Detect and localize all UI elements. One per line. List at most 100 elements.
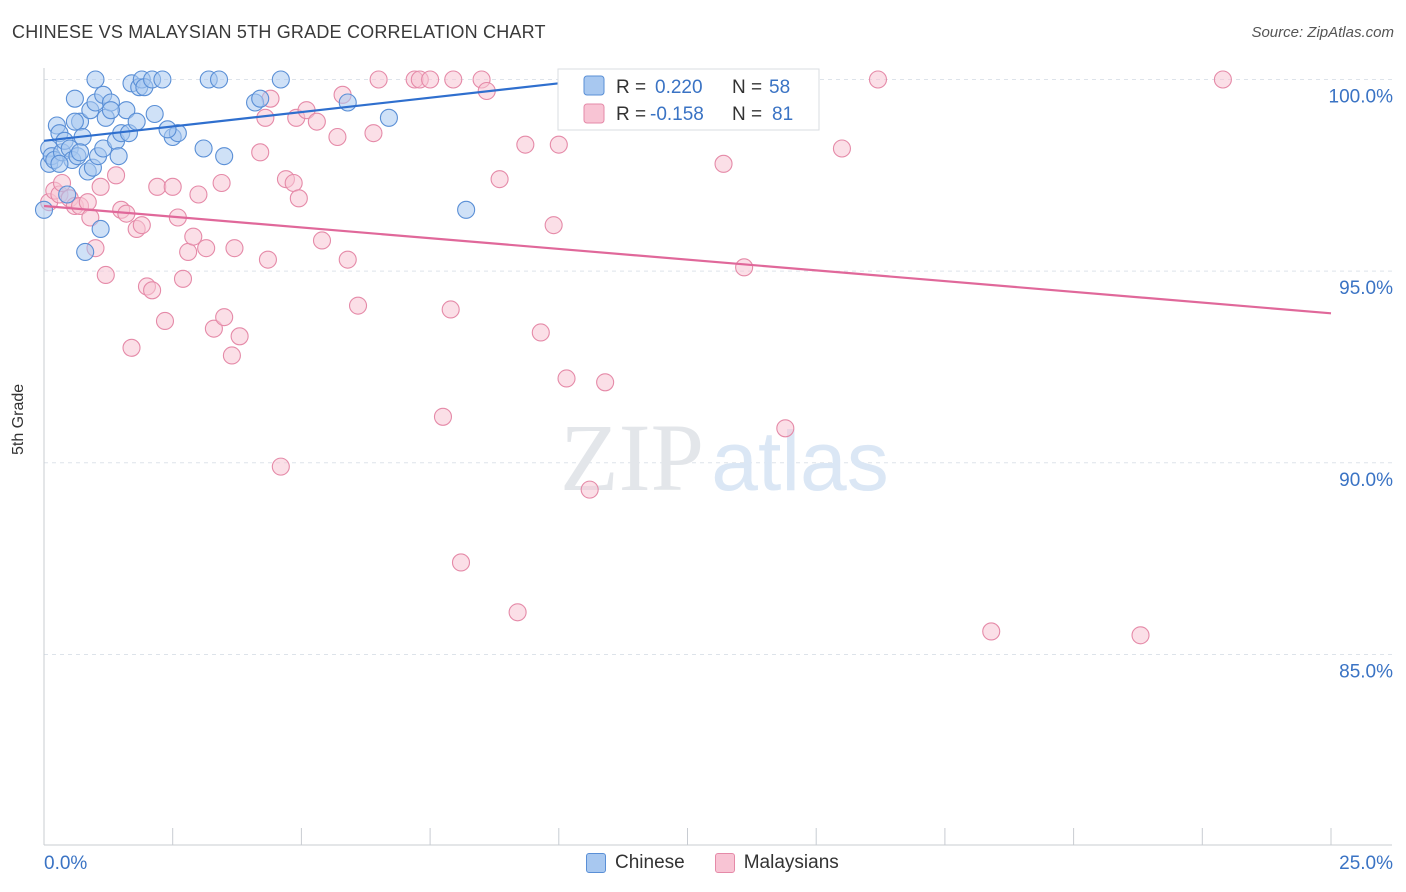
malaysians-point — [197, 239, 216, 258]
malaysians-point — [516, 135, 535, 154]
malaysians-point — [179, 242, 198, 262]
legend-item-chinese[interactable]: Chinese — [586, 852, 685, 874]
malaysians-point — [91, 177, 110, 196]
legend-item-malaysians[interactable]: Malaysians — [714, 852, 839, 874]
malaysians-point — [441, 300, 460, 319]
malaysians-point — [222, 346, 241, 365]
malaysians-point — [868, 70, 888, 89]
malaysians-point — [490, 170, 509, 189]
chinese-point — [209, 70, 229, 89]
malaysians-point — [184, 227, 203, 246]
chinese-point — [34, 200, 54, 219]
legend-swatch-malaysians-bottom — [714, 853, 735, 873]
watermark-zip: ZIP — [560, 404, 704, 511]
chinese-point — [109, 147, 128, 166]
malaysians-point — [107, 166, 126, 185]
y-tick-label: 90.0% — [1339, 470, 1393, 491]
malaysians-point — [204, 319, 223, 338]
legend-swatch-malaysians — [583, 103, 605, 124]
malaysians-point — [307, 112, 326, 131]
malaysians-point — [364, 124, 383, 143]
malaysians-points — [40, 70, 1232, 645]
malaysians-point — [596, 373, 615, 392]
malaysians-point — [215, 308, 234, 327]
malaysians-point — [225, 239, 244, 258]
malaysians-point — [1213, 70, 1232, 89]
malaysians-point — [338, 250, 357, 269]
malaysians-point — [1131, 626, 1150, 645]
chinese-point — [145, 104, 164, 124]
chinese-point — [50, 154, 69, 173]
chinese-point — [457, 200, 476, 219]
malaysians-point — [230, 327, 249, 346]
chinese-point — [194, 139, 213, 158]
chart-title: CHINESE VS MALAYSIAN 5TH GRADE CORRELATI… — [12, 22, 546, 42]
malaysians-point — [328, 127, 347, 147]
malaysians-point — [258, 250, 277, 269]
malaysians-point — [251, 143, 270, 162]
malaysians-point — [557, 369, 576, 388]
legend-swatch-chinese — [583, 75, 605, 96]
legend-r-label-malaysians: R = — [616, 104, 646, 125]
chinese-point — [65, 112, 84, 131]
legend-swatch-chinese-bottom — [586, 853, 606, 873]
legend-n-value-chinese: 58 — [769, 77, 790, 98]
malaysians-point — [284, 173, 303, 193]
y-tick-label: 95.0% — [1339, 278, 1393, 299]
legend-r-value-malaysians: -0.158 — [650, 104, 704, 125]
legend-r-value-chinese: 0.220 — [655, 77, 703, 98]
malaysians-point — [212, 173, 231, 193]
chinese-trend-line — [43, 82, 559, 142]
y-tick-label: 100.0% — [1329, 87, 1394, 108]
axes-layer — [43, 68, 1392, 846]
malaysians-point — [433, 407, 453, 426]
malaysians-point — [163, 177, 182, 196]
malaysians-point — [832, 139, 851, 158]
malaysians-point — [982, 622, 1001, 641]
malaysians-point — [735, 258, 754, 277]
malaysians-point — [451, 553, 471, 572]
malaysians-point — [544, 216, 563, 235]
malaysians-point — [549, 135, 568, 154]
chinese-points — [34, 70, 476, 262]
chinese-point — [65, 89, 84, 108]
chinese-point — [379, 108, 398, 127]
malaysians-point — [143, 281, 162, 300]
chinese-point — [70, 143, 90, 162]
chinese-point — [76, 242, 95, 262]
malaysians-point — [173, 269, 193, 288]
watermark: ZIP atlas — [560, 404, 889, 511]
legend-n-label-chinese: N = — [732, 77, 762, 98]
chinese-point — [153, 70, 172, 89]
x-tick-label-min: 0.0% — [44, 853, 87, 874]
malaysians-point — [369, 70, 388, 89]
malaysians-point — [289, 189, 308, 208]
source-label: Source: ZipAtlas.com — [1251, 24, 1394, 41]
malaysians-point — [312, 231, 332, 250]
bottom-legend: Chinese Malaysians — [586, 852, 859, 874]
malaysians-point — [348, 296, 368, 315]
legend-label-chinese: Chinese — [615, 852, 685, 873]
malaysians-point — [508, 603, 527, 622]
x-tick-label-max: 25.0% — [1339, 853, 1393, 874]
tick-labels: 100.0% 95.0% 90.0% 85.0% 0.0% 25.0% — [44, 87, 1393, 875]
malaysians-point — [531, 323, 550, 342]
legend-label-malaysians: Malaysians — [743, 852, 839, 873]
trend-lines — [43, 82, 1332, 315]
chinese-point — [86, 70, 105, 89]
malaysians-point — [421, 70, 440, 89]
chinese-point — [101, 101, 120, 120]
malaysians-point — [132, 216, 151, 235]
chinese-point — [251, 89, 270, 108]
malaysians-point — [148, 177, 167, 196]
malaysians-point — [714, 154, 733, 173]
legend-n-label-malaysians: N = — [732, 104, 762, 125]
malaysians-point — [580, 480, 599, 499]
chinese-point — [91, 219, 110, 239]
malaysians-point — [271, 457, 290, 476]
legend-r-label-chinese: R = — [616, 77, 646, 98]
malaysians-point — [776, 419, 795, 438]
malaysians-point — [189, 185, 208, 204]
correlation-legend: R = 0.220 N = 58 R = -0.158 N = 81 — [557, 68, 820, 131]
